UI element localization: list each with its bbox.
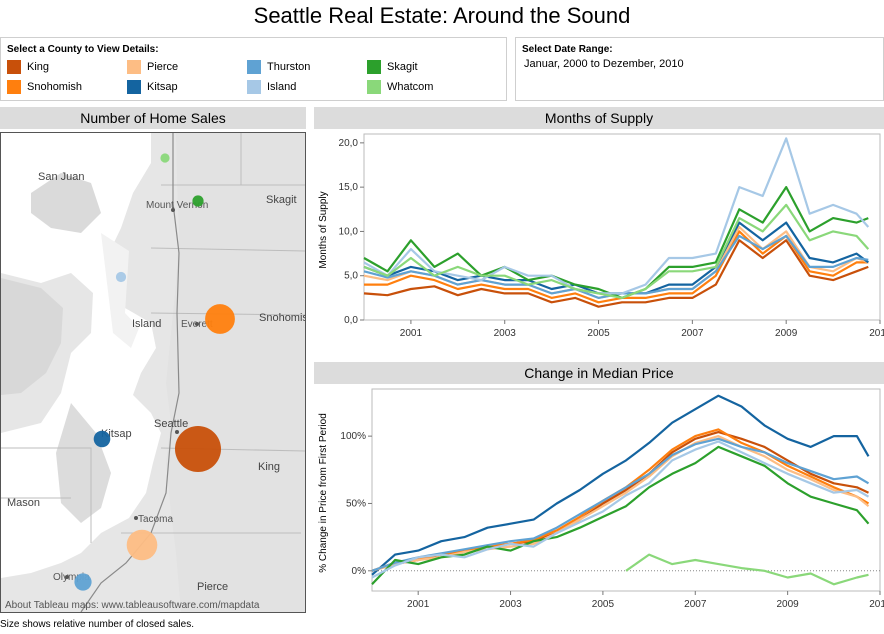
series-line-whatcom[interactable] — [363, 203, 870, 299]
map-label-everett: Everett — [181, 319, 213, 330]
bubble-king[interactable] — [175, 426, 221, 472]
date-range-value[interactable]: Januar, 2000 to Dezember, 2010 — [524, 58, 684, 70]
legend-title: Select a County to View Details: — [7, 44, 159, 55]
legend-label: Island — [267, 81, 297, 93]
city-marker — [171, 208, 175, 212]
legend-label: Pierce — [147, 61, 179, 73]
map-attribution[interactable]: About Tableau maps: www.tableausoftware.… — [5, 600, 260, 611]
map-label-skagit: Skagit — [266, 194, 297, 206]
x-tick-label: 2007 — [681, 328, 704, 339]
x-tick-label: 2009 — [777, 599, 800, 610]
county-legend: Select a County to View Details: King Pi… — [0, 37, 507, 101]
bubble-thurston[interactable] — [74, 573, 92, 591]
x-tick-label: 2005 — [592, 599, 615, 610]
series-line-island[interactable] — [363, 137, 870, 295]
bubble-whatcom[interactable] — [160, 153, 170, 163]
bubble-kitsap[interactable] — [93, 430, 111, 448]
legend-swatch — [367, 80, 381, 94]
price-chart-svg: % Change in Price from First Period 0% 50… — [318, 388, 884, 610]
months-of-supply-chart: Months of Supply 0,0 5,0 10,0 15,0 20,0 2001 2… — [314, 130, 884, 352]
x-tick-label: 2009 — [775, 328, 798, 339]
series-line-thurston[interactable] — [371, 437, 870, 572]
legend-swatch — [127, 80, 141, 94]
bubble-pierce[interactable] — [126, 529, 158, 561]
legend-swatch — [127, 60, 141, 74]
bubble-skagit[interactable] — [192, 195, 204, 207]
city-marker — [195, 322, 199, 326]
plot-area — [363, 133, 881, 321]
x-tick-label: 2011 — [869, 599, 884, 610]
x-tick-label: 2005 — [587, 328, 610, 339]
map-label-snohomish: Snohomish — [259, 312, 305, 324]
date-range-title: Select Date Range: — [522, 44, 613, 55]
series-line-pierce[interactable] — [371, 435, 870, 572]
legend-label: Kitsap — [147, 81, 178, 93]
map-label-island: Island — [132, 318, 161, 330]
x-tick-label: 2003 — [499, 599, 522, 610]
map-label-mason: Mason — [7, 497, 40, 509]
map-header: Number of Home Sales — [0, 107, 306, 129]
x-tick-label: 2001 — [400, 328, 423, 339]
legend-swatch — [7, 60, 21, 74]
legend-label: Whatcom — [387, 81, 434, 93]
legend-swatch — [367, 60, 381, 74]
map-label-pierce: Pierce — [197, 581, 228, 593]
y-tick-label: 15,0 — [339, 182, 359, 193]
legend-label: Thurston — [267, 61, 311, 73]
legend-label: King — [27, 61, 50, 73]
y-tick-label: 20,0 — [339, 138, 359, 149]
median-price-change-chart: % Change in Price from First Period 0% 50… — [314, 385, 884, 617]
map-label-tacoma: Tacoma — [138, 514, 173, 525]
price-y-axis-label: % Change in Price from First Period — [318, 413, 329, 573]
y-tick-label: 5,0 — [344, 271, 358, 282]
series-line-island[interactable] — [371, 440, 870, 579]
map-label-mount-vernon: Mount Vernon — [146, 200, 208, 211]
bubble-island[interactable] — [115, 271, 127, 283]
legend-swatch — [247, 80, 261, 94]
y-tick-label: 0,0 — [344, 315, 358, 326]
map-size-note: Size shows relative number of closed sal… — [0, 619, 194, 630]
home-sales-map[interactable]: San Juan Mount Vernon Skagit Island Ever… — [0, 132, 306, 613]
x-tick-label: 2007 — [684, 599, 707, 610]
legend-label: Skagit — [387, 61, 418, 73]
legend-swatch — [7, 80, 21, 94]
x-tick-label: 2011 — [869, 328, 884, 339]
city-marker — [134, 516, 138, 520]
city-marker — [175, 430, 179, 434]
supply-y-axis-label: Months of Supply — [318, 191, 329, 268]
map-label-san-juan: San Juan — [38, 171, 84, 183]
dashboard-title: Seattle Real Estate: Around the Sound — [253, 3, 631, 28]
supply-chart-svg: Months of Supply 0,0 5,0 10,0 15,0 20,0 2001 2… — [318, 133, 884, 339]
legend-label: Snohomish — [27, 81, 83, 93]
series-line-whatcom[interactable] — [625, 553, 869, 586]
y-tick-label: 0% — [352, 566, 367, 577]
x-tick-label: 2001 — [407, 599, 430, 610]
supply-chart-header: Months of Supply — [314, 107, 884, 129]
x-tick-label: 2003 — [494, 328, 517, 339]
legend-swatch — [247, 60, 261, 74]
y-tick-label: 10,0 — [339, 226, 359, 237]
series-line-kitsap[interactable] — [371, 394, 870, 576]
price-chart-header: Change in Median Price — [314, 362, 884, 384]
map-label-seattle: Seattle — [154, 418, 188, 430]
bubble-snohomish[interactable] — [205, 304, 235, 334]
y-tick-label: 100% — [340, 431, 366, 442]
map-canvas: San Juan Mount Vernon Skagit Island Ever… — [1, 133, 305, 612]
series-line-king[interactable] — [363, 239, 869, 308]
date-range-filter[interactable]: Select Date Range: Januar, 2000 to Dezem… — [515, 37, 884, 101]
map-label-olympia: Olympia — [53, 572, 90, 583]
y-tick-label: 50% — [346, 498, 366, 509]
sales-bubbles[interactable] — [74, 153, 235, 591]
city-marker — [65, 575, 69, 579]
map-label-king: King — [258, 461, 280, 473]
